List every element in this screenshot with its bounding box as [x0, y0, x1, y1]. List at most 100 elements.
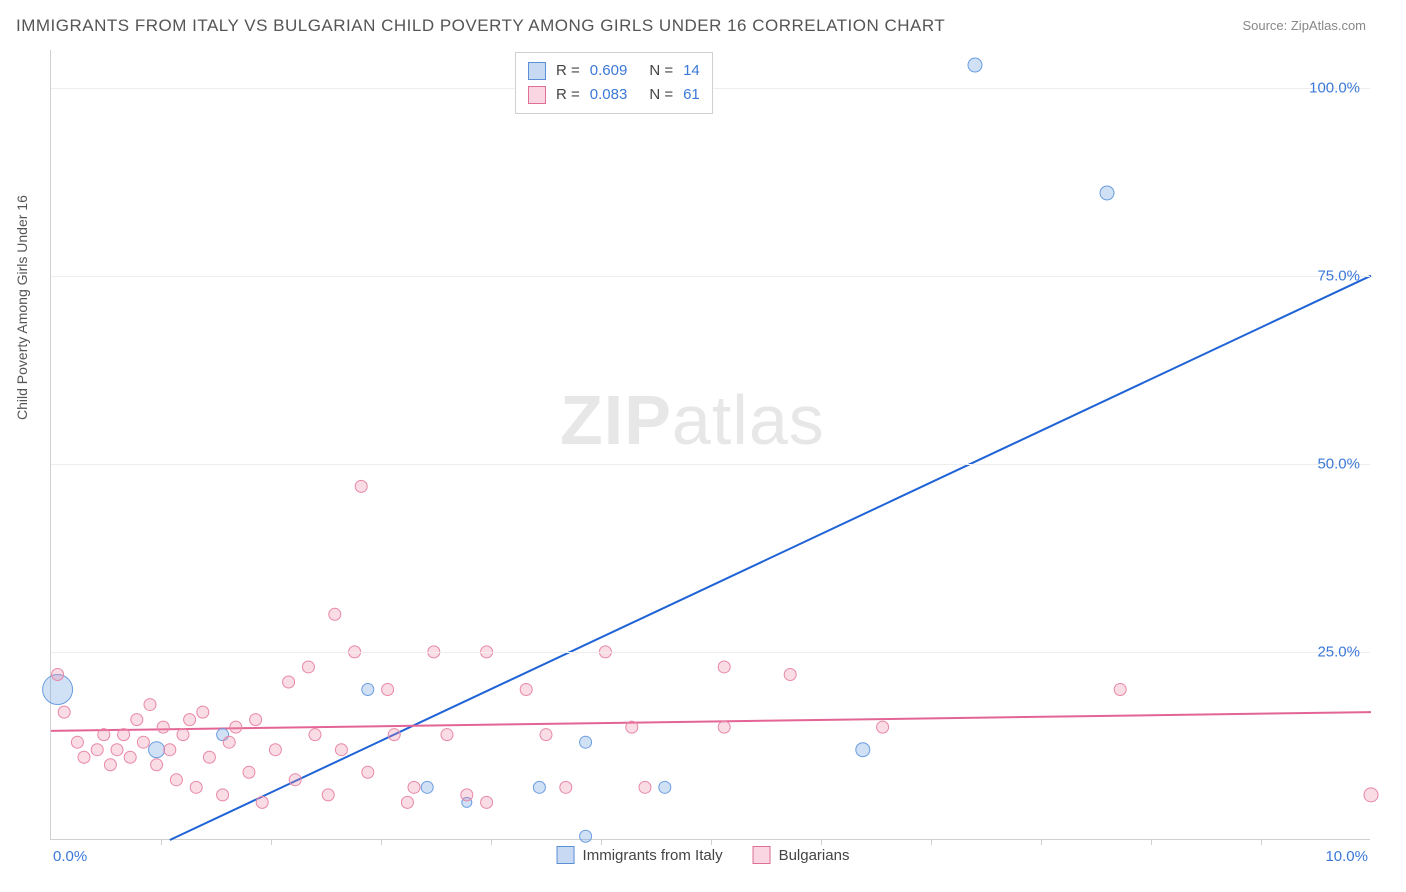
xtick-mark [711, 839, 712, 845]
gridline [51, 464, 1370, 465]
scatter-point-bulgarians [461, 789, 473, 801]
scatter-point-italy [968, 58, 982, 72]
n-label: N = [649, 83, 673, 107]
scatter-point-bulgarians [401, 796, 413, 808]
scatter-point-bulgarians [157, 721, 169, 733]
scatter-point-bulgarians [302, 661, 314, 673]
plot-area: 25.0%50.0%75.0%100.0%0.0%10.0% [50, 50, 1370, 840]
scatter-point-bulgarians [197, 706, 209, 718]
scatter-point-bulgarians [91, 744, 103, 756]
scatter-point-bulgarians [164, 744, 176, 756]
xtick-mark [161, 839, 162, 845]
scatter-point-bulgarians [223, 736, 235, 748]
xtick-mark [931, 839, 932, 845]
scatter-point-italy [362, 684, 374, 696]
scatter-point-italy [533, 781, 545, 793]
scatter-point-bulgarians [217, 789, 229, 801]
scatter-point-italy [659, 781, 671, 793]
xtick-mark [1261, 839, 1262, 845]
scatter-point-bulgarians [362, 766, 374, 778]
legend-swatch [753, 846, 771, 864]
scatter-point-bulgarians [250, 714, 262, 726]
scatter-point-bulgarians [203, 751, 215, 763]
legend-swatch [557, 846, 575, 864]
ytick-label: 25.0% [1317, 643, 1360, 660]
scatter-point-bulgarians [289, 774, 301, 786]
scatter-point-bulgarians [408, 781, 420, 793]
scatter-point-bulgarians [243, 766, 255, 778]
scatter-point-italy [580, 830, 592, 842]
scatter-point-bulgarians [71, 736, 83, 748]
scatter-point-bulgarians [718, 721, 730, 733]
scatter-point-bulgarians [329, 608, 341, 620]
n-value: 61 [683, 83, 700, 107]
scatter-point-bulgarians [58, 706, 70, 718]
scatter-point-bulgarians [184, 714, 196, 726]
scatter-point-bulgarians [784, 668, 796, 680]
scatter-point-bulgarians [560, 781, 572, 793]
n-label: N = [649, 59, 673, 83]
r-value: 0.609 [590, 59, 628, 83]
scatter-point-bulgarians [78, 751, 90, 763]
legend-swatch [528, 86, 546, 104]
xtick-mark [271, 839, 272, 845]
scatter-point-italy [1100, 186, 1114, 200]
ytick-label: 75.0% [1317, 267, 1360, 284]
regression-line-bulgarians [51, 712, 1371, 731]
xtick-mark [1041, 839, 1042, 845]
scatter-point-bulgarians [1114, 684, 1126, 696]
scatter-point-bulgarians [170, 774, 182, 786]
corr-legend-row: R = 0.083 N = 61 [528, 83, 700, 107]
scatter-point-bulgarians [520, 684, 532, 696]
xtick-mark [1151, 839, 1152, 845]
scatter-point-bulgarians [626, 721, 638, 733]
scatter-point-italy [856, 743, 870, 757]
scatter-point-bulgarians [52, 668, 64, 680]
scatter-point-bulgarians [309, 729, 321, 741]
scatter-point-bulgarians [104, 759, 116, 771]
xtick-mark [491, 839, 492, 845]
legend-swatch [528, 62, 546, 80]
scatter-point-italy [421, 781, 433, 793]
scatter-point-bulgarians [877, 721, 889, 733]
regression-line-italy [170, 276, 1371, 840]
r-value: 0.083 [590, 83, 628, 107]
chart-svg [51, 50, 1370, 839]
scatter-point-bulgarians [131, 714, 143, 726]
scatter-point-bulgarians [355, 480, 367, 492]
scatter-point-bulgarians [269, 744, 281, 756]
ytick-label: 50.0% [1317, 455, 1360, 472]
legend-item: Immigrants from Italy [557, 846, 723, 864]
series-legend: Immigrants from Italy Bulgarians [557, 846, 850, 864]
scatter-point-bulgarians [118, 729, 130, 741]
r-label: R = [556, 59, 580, 83]
scatter-point-bulgarians [388, 729, 400, 741]
legend-label: Bulgarians [779, 847, 850, 864]
corr-legend-row: R = 0.609 N = 14 [528, 59, 700, 83]
scatter-point-bulgarians [98, 729, 110, 741]
scatter-point-bulgarians [190, 781, 202, 793]
scatter-point-bulgarians [283, 676, 295, 688]
scatter-point-italy [580, 736, 592, 748]
scatter-point-bulgarians [441, 729, 453, 741]
scatter-point-bulgarians [718, 661, 730, 673]
scatter-point-bulgarians [177, 729, 189, 741]
scatter-point-bulgarians [322, 789, 334, 801]
scatter-point-bulgarians [256, 796, 268, 808]
gridline [51, 652, 1370, 653]
legend-label: Immigrants from Italy [583, 847, 723, 864]
ytick-label: 100.0% [1309, 79, 1360, 96]
n-value: 14 [683, 59, 700, 83]
y-axis-label: Child Poverty Among Girls Under 16 [14, 195, 30, 420]
correlation-legend: R = 0.609 N = 14 R = 0.083 N = 61 [515, 52, 713, 114]
gridline [51, 276, 1370, 277]
scatter-point-bulgarians [639, 781, 651, 793]
legend-item: Bulgarians [753, 846, 850, 864]
scatter-point-italy [149, 742, 165, 758]
xtick-label: 0.0% [53, 848, 87, 865]
xtick-mark [381, 839, 382, 845]
scatter-point-bulgarians [481, 796, 493, 808]
r-label: R = [556, 83, 580, 107]
scatter-point-bulgarians [144, 699, 156, 711]
scatter-point-bulgarians [1364, 788, 1378, 802]
